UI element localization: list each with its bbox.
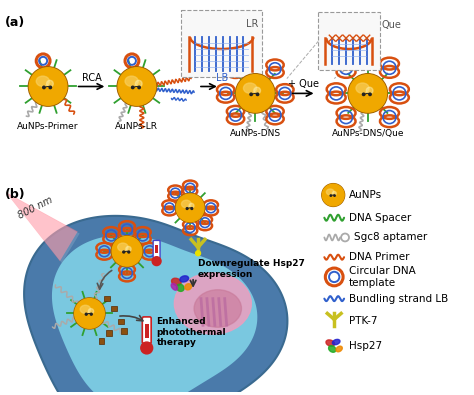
Circle shape bbox=[334, 195, 335, 196]
Ellipse shape bbox=[326, 340, 335, 346]
Text: Sgc8 aptamer: Sgc8 aptamer bbox=[354, 233, 427, 243]
Text: DNA Spacer: DNA Spacer bbox=[349, 213, 411, 223]
Circle shape bbox=[111, 236, 143, 267]
Text: + Que: + Que bbox=[288, 79, 319, 89]
Circle shape bbox=[91, 313, 92, 315]
Circle shape bbox=[322, 184, 344, 206]
Circle shape bbox=[330, 195, 331, 196]
Circle shape bbox=[349, 75, 386, 112]
Circle shape bbox=[250, 93, 252, 96]
Circle shape bbox=[128, 251, 130, 253]
Circle shape bbox=[236, 74, 275, 113]
Circle shape bbox=[366, 87, 373, 94]
Bar bbox=[155, 245, 158, 253]
FancyBboxPatch shape bbox=[153, 241, 160, 258]
Ellipse shape bbox=[174, 273, 251, 334]
Circle shape bbox=[237, 75, 274, 112]
Text: AuNPs-LR: AuNPs-LR bbox=[115, 122, 158, 131]
Circle shape bbox=[123, 251, 125, 253]
Text: RCA: RCA bbox=[82, 73, 101, 83]
Ellipse shape bbox=[336, 346, 342, 352]
Circle shape bbox=[126, 246, 131, 252]
Text: AuNPs-DNS/Que: AuNPs-DNS/Que bbox=[331, 129, 404, 138]
Circle shape bbox=[141, 342, 153, 354]
Circle shape bbox=[74, 298, 105, 329]
Circle shape bbox=[348, 74, 387, 113]
Circle shape bbox=[131, 86, 134, 88]
Text: Enhanced
photothermal
therapy: Enhanced photothermal therapy bbox=[156, 317, 226, 347]
Circle shape bbox=[49, 86, 52, 88]
Text: Downregulate Hsp27
expression: Downregulate Hsp27 expression bbox=[198, 260, 305, 279]
Ellipse shape bbox=[332, 339, 340, 345]
Text: 800 nm: 800 nm bbox=[16, 195, 54, 221]
Text: LB: LB bbox=[216, 73, 228, 83]
Text: LR: LR bbox=[246, 19, 258, 29]
FancyBboxPatch shape bbox=[142, 317, 151, 344]
Circle shape bbox=[363, 93, 365, 96]
Text: AuNPs-Primer: AuNPs-Primer bbox=[18, 122, 79, 131]
Ellipse shape bbox=[125, 76, 138, 87]
Text: (a): (a) bbox=[5, 17, 25, 30]
Ellipse shape bbox=[185, 284, 191, 290]
Polygon shape bbox=[6, 192, 78, 261]
Circle shape bbox=[176, 194, 205, 222]
Circle shape bbox=[29, 68, 67, 105]
Polygon shape bbox=[8, 194, 80, 263]
Circle shape bbox=[28, 67, 68, 106]
Ellipse shape bbox=[328, 346, 336, 352]
Text: PTK-7: PTK-7 bbox=[349, 316, 377, 326]
Ellipse shape bbox=[356, 83, 369, 93]
Ellipse shape bbox=[176, 284, 184, 292]
Ellipse shape bbox=[172, 278, 181, 286]
Polygon shape bbox=[52, 235, 257, 395]
Circle shape bbox=[332, 192, 336, 196]
Circle shape bbox=[138, 86, 140, 88]
Circle shape bbox=[196, 251, 201, 256]
Circle shape bbox=[75, 299, 104, 328]
Bar bbox=[319, 13, 380, 70]
Circle shape bbox=[191, 208, 193, 209]
Circle shape bbox=[176, 194, 204, 222]
Ellipse shape bbox=[118, 243, 128, 251]
Text: AuNPs-DNS: AuNPs-DNS bbox=[230, 129, 281, 138]
Text: Bundling strand LB: Bundling strand LB bbox=[349, 293, 448, 304]
Circle shape bbox=[85, 313, 87, 315]
Bar bbox=[181, 9, 262, 77]
Circle shape bbox=[152, 257, 161, 265]
Bar bbox=[145, 324, 149, 338]
Circle shape bbox=[88, 308, 94, 314]
Ellipse shape bbox=[80, 305, 91, 313]
Text: DNA Primer: DNA Primer bbox=[349, 252, 410, 262]
Circle shape bbox=[256, 93, 259, 96]
Text: Hsp27: Hsp27 bbox=[349, 341, 382, 351]
Circle shape bbox=[369, 93, 371, 96]
Circle shape bbox=[189, 203, 194, 208]
Ellipse shape bbox=[327, 189, 334, 195]
Circle shape bbox=[118, 68, 155, 105]
Ellipse shape bbox=[171, 283, 178, 290]
Circle shape bbox=[322, 184, 345, 207]
Ellipse shape bbox=[244, 83, 256, 93]
Ellipse shape bbox=[182, 200, 191, 208]
Circle shape bbox=[186, 208, 188, 209]
Text: Que: Que bbox=[382, 21, 401, 30]
Text: AuNPs: AuNPs bbox=[349, 190, 382, 200]
Ellipse shape bbox=[180, 276, 189, 282]
Text: (b): (b) bbox=[5, 188, 25, 201]
Ellipse shape bbox=[194, 290, 241, 327]
Circle shape bbox=[43, 86, 45, 88]
Text: Circular DNA
template: Circular DNA template bbox=[349, 266, 416, 288]
Polygon shape bbox=[24, 216, 287, 395]
Ellipse shape bbox=[36, 76, 49, 87]
Circle shape bbox=[136, 80, 142, 87]
Circle shape bbox=[254, 87, 261, 94]
Circle shape bbox=[117, 67, 156, 106]
Circle shape bbox=[112, 237, 142, 266]
Circle shape bbox=[46, 80, 53, 87]
